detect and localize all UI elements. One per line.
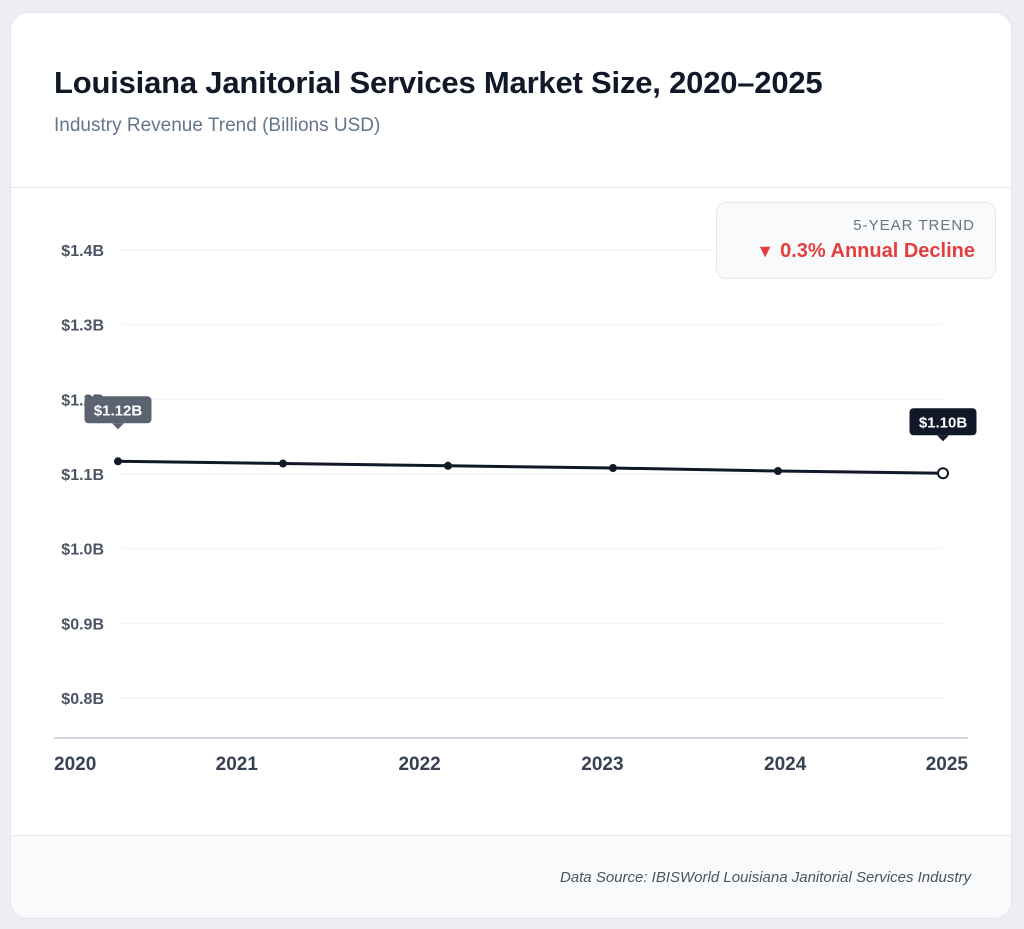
trend-value: 0.3% Annual Decline — [780, 240, 975, 262]
y-tick-label: $0.8B — [61, 691, 104, 708]
x-tick-label: 2020 — [54, 754, 96, 775]
trend-label: 5-YEAR TREND — [853, 217, 975, 234]
value-tooltip-pointer — [112, 423, 124, 430]
x-tick-label: 2021 — [216, 754, 259, 775]
x-tick-label: 2022 — [398, 754, 440, 775]
y-tick-label: $1.4B — [61, 243, 104, 260]
value-tooltip-label: $1.12B — [94, 402, 143, 419]
page-title: Louisiana Janitorial Services Market Siz… — [54, 65, 823, 100]
trend-summary-box: 5-YEAR TREND ▼ 0.3% Annual Decline — [716, 202, 996, 279]
data-point — [609, 464, 617, 473]
data-point — [279, 459, 287, 468]
x-tick-label: 2025 — [926, 754, 969, 775]
down-arrow-icon: ▼ — [756, 241, 775, 261]
y-tick-label: $1.0B — [61, 542, 104, 559]
x-tick-label: 2023 — [581, 754, 623, 775]
value-tooltip-pointer — [937, 435, 949, 442]
data-point — [114, 457, 122, 466]
data-point — [444, 461, 452, 470]
y-tick-label: $1.1B — [61, 467, 104, 484]
y-tick-label: $1.3B — [61, 318, 104, 335]
chart-card: Louisiana Janitorial Services Market Siz… — [10, 12, 1012, 919]
series-line — [117, 459, 944, 475]
card-footer: Data Source: IBISWorld Louisiana Janitor… — [11, 835, 1011, 918]
data-point — [937, 467, 949, 480]
value-tooltip-label: $1.10B — [919, 414, 968, 431]
trend-value-row: ▼ 0.3% Annual Decline — [717, 240, 975, 263]
card-header: Louisiana Janitorial Services Market Siz… — [11, 13, 1011, 188]
x-tick-label: 2024 — [764, 754, 807, 775]
value-tooltip — [84, 396, 152, 424]
y-tick-label: $0.9B — [61, 616, 104, 633]
data-source-note: Data Source: IBISWorld Louisiana Janitor… — [559, 869, 971, 886]
value-tooltip — [909, 408, 977, 436]
data-point — [774, 467, 782, 476]
page-subtitle: Industry Revenue Trend (Billions USD) — [54, 115, 381, 136]
